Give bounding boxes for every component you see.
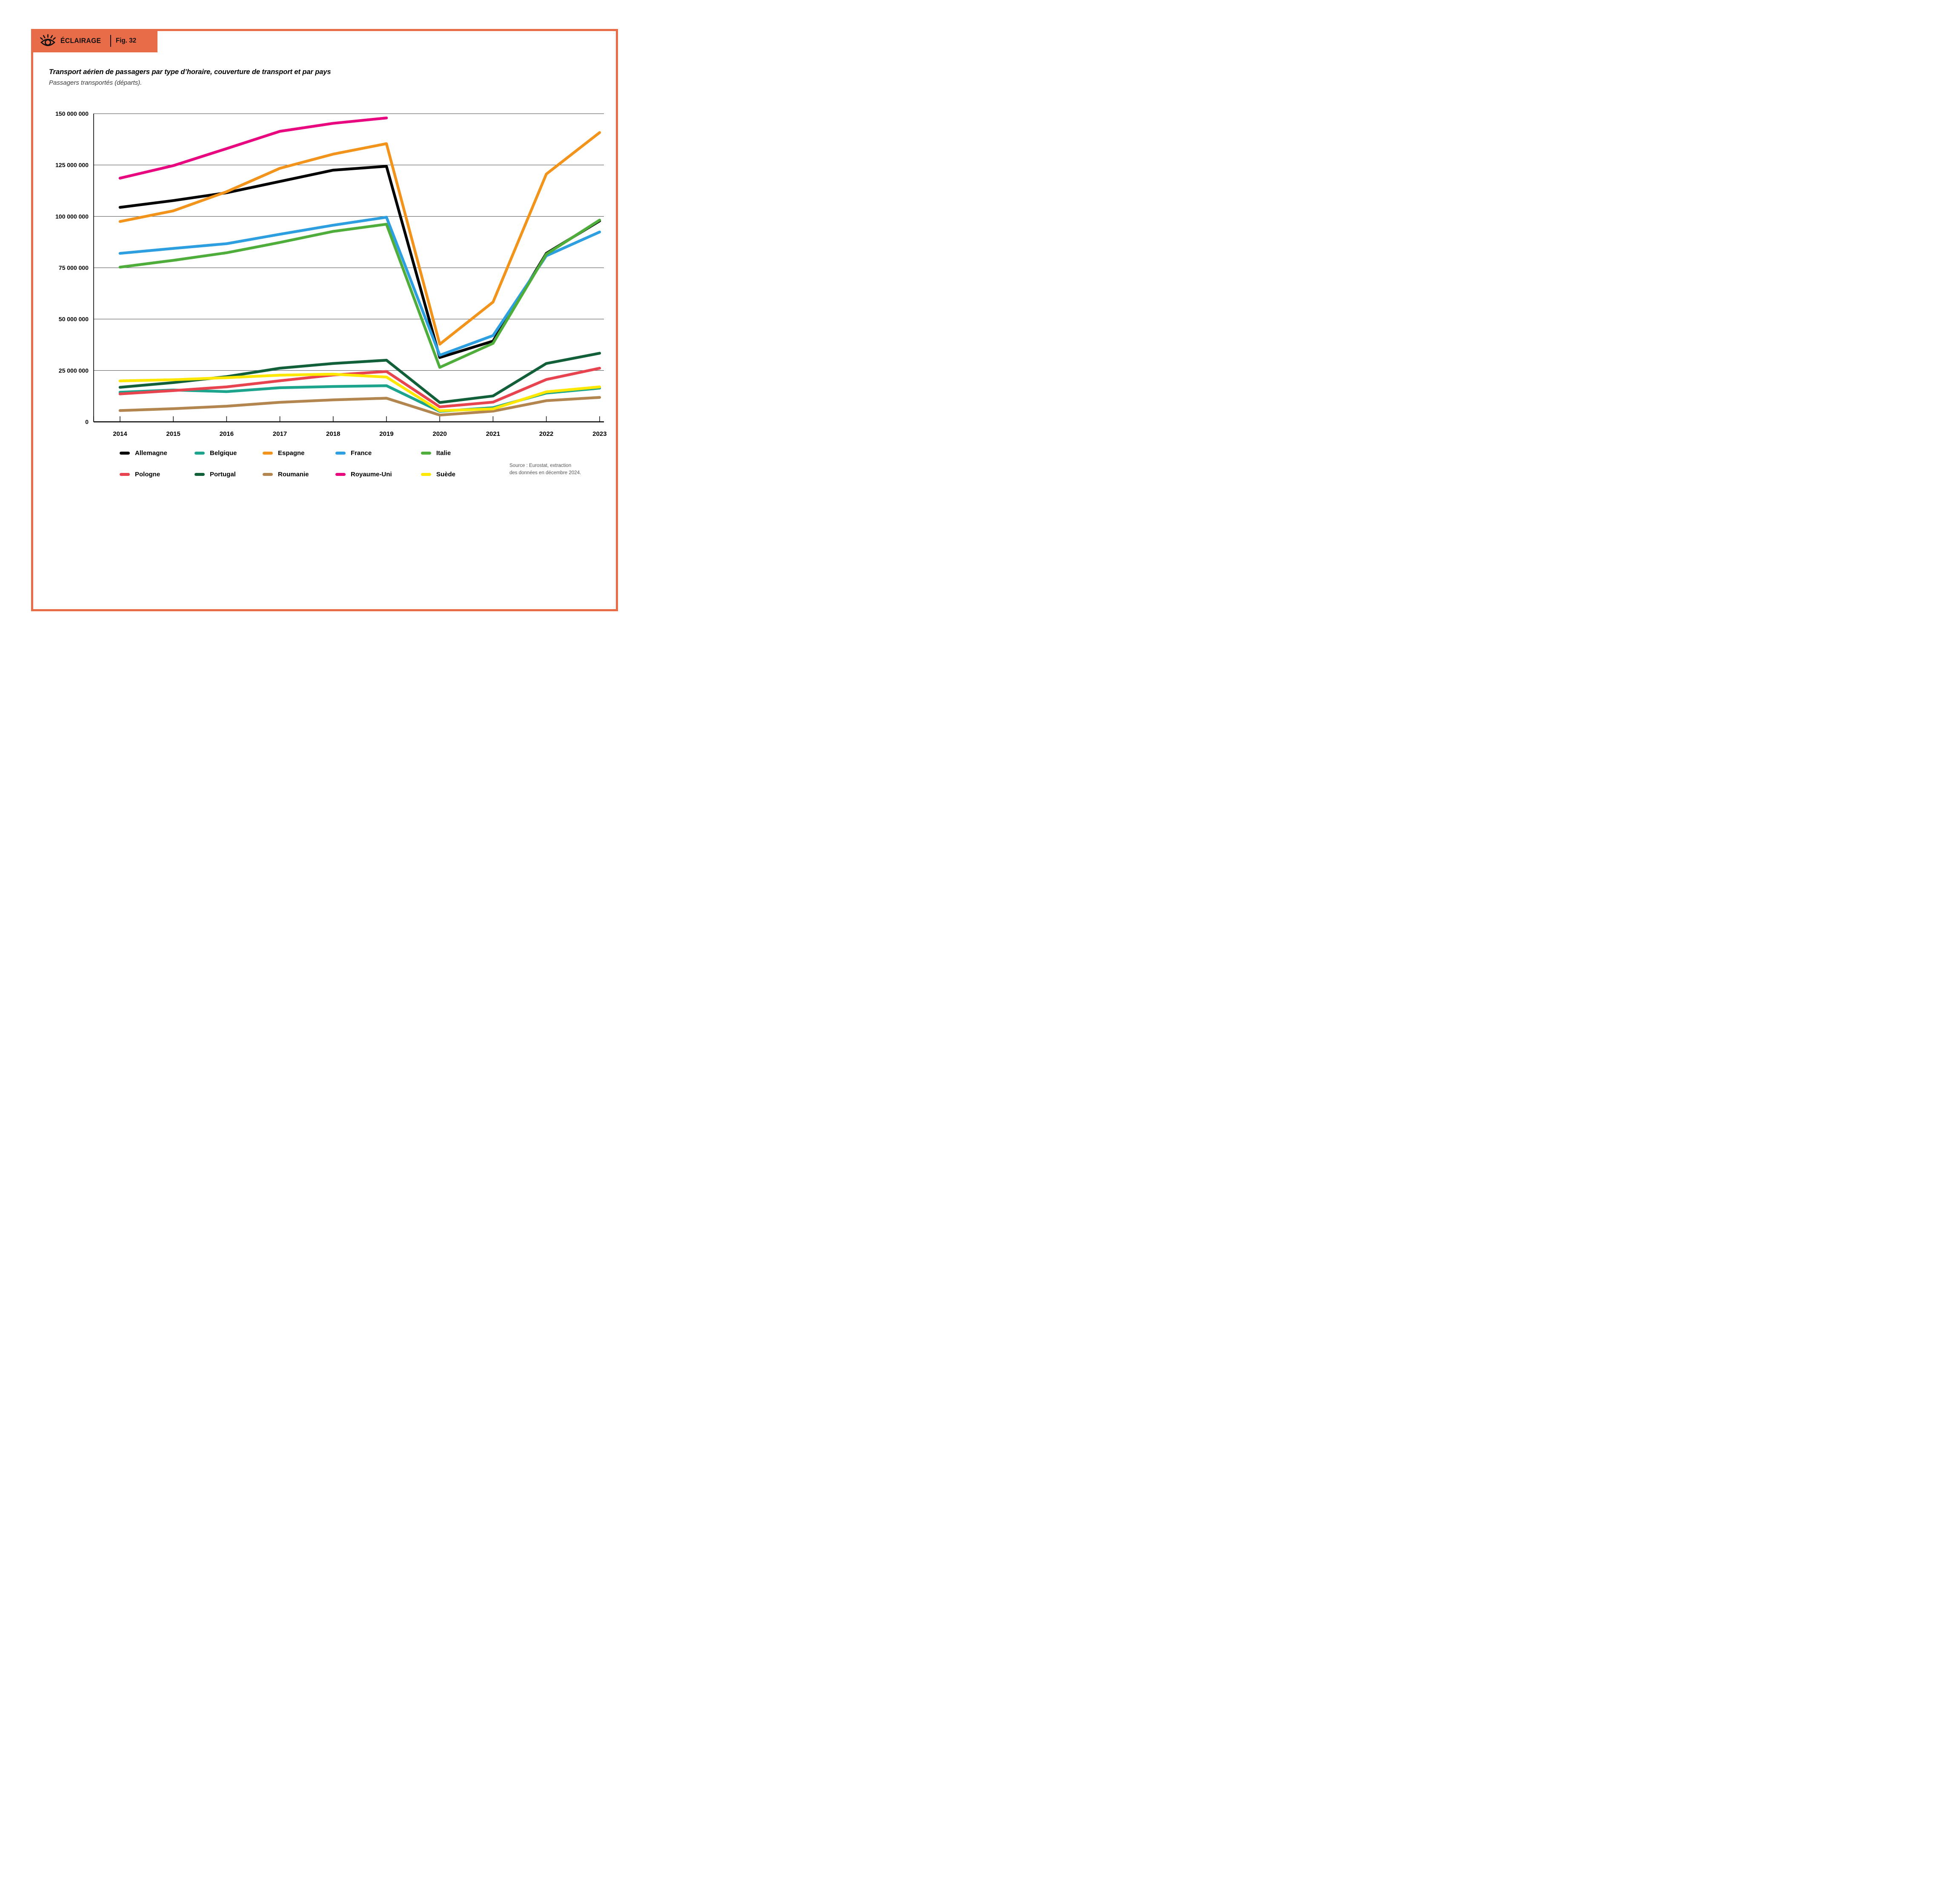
x-axis-label-2023: 2023 (592, 430, 607, 438)
source-note: Source : Eurostat, extraction des donnée… (509, 462, 607, 477)
legend-swatch-Roumanie (263, 472, 273, 476)
y-axis-label-100000000: 100 000 000 (55, 213, 89, 220)
legend-item-Pologne: Pologne (120, 469, 160, 479)
series-line-Espagne (118, 131, 601, 346)
y-axis-label-25000000: 25 000 000 (59, 367, 89, 374)
x-axis-label-2016: 2016 (220, 430, 234, 438)
legend-swatch-Italie (421, 451, 431, 455)
figure-page: ÉCLAIRAGE Fig. 32 Transport aérien de pa… (0, 0, 646, 635)
legend-item-Belgique: Belgique (195, 448, 237, 458)
source-note-line2: des données en décembre 2024. (509, 470, 581, 476)
x-axis-label-2017: 2017 (273, 430, 287, 438)
x-axis-label-2014: 2014 (113, 430, 127, 438)
legend-item-Roumanie: Roumanie (263, 469, 309, 479)
legend-swatch-Espagne (263, 451, 273, 455)
eye-icon (40, 34, 56, 46)
x-axis-label-2021: 2021 (486, 430, 500, 438)
legend-label-Belgique: Belgique (210, 449, 237, 457)
series-line-France (118, 216, 601, 357)
y-axis-label-0: 0 (85, 418, 89, 425)
series-line-Royaume-Uni (118, 116, 388, 180)
legend-label-Espagne: Espagne (278, 449, 305, 457)
legend-label-Portugal: Portugal (210, 470, 236, 478)
legend-swatch-Pologne (120, 472, 130, 476)
legend-label-Pologne: Pologne (135, 470, 160, 478)
legend-swatch-Suède (421, 472, 431, 476)
legend-item-Allemagne: Allemagne (120, 448, 167, 458)
x-axis-label-2022: 2022 (539, 430, 553, 438)
y-axis-label-150000000: 150 000 000 (55, 110, 89, 117)
legend-item-Royaume-Uni: Royaume-Uni (335, 469, 392, 479)
x-axis-label-2018: 2018 (326, 430, 340, 438)
line-chart: 0 25 000 000 50 000 000 75 000 000 100 000 0… (55, 110, 607, 438)
series-line-Italie (118, 218, 601, 369)
badge-label: ÉCLAIRAGE (60, 36, 101, 45)
legend-label-Allemagne: Allemagne (135, 449, 167, 457)
legend-item-Italie: Italie (421, 448, 451, 458)
series-line-Pologne (118, 366, 601, 409)
header-badge: ÉCLAIRAGE Fig. 32 (31, 29, 157, 52)
chart-title: Transport aérien de passagers par type d… (49, 68, 331, 76)
series-line-Allemagne (118, 165, 601, 359)
legend-label-France: France (351, 449, 372, 457)
x-axis-label-2015: 2015 (166, 430, 180, 438)
y-axis-label-50000000: 50 000 000 (59, 316, 89, 323)
legend-label-Royaume-Uni: Royaume-Uni (351, 470, 392, 478)
legend-label-Suède: Suède (436, 470, 456, 478)
x-axis-label-2019: 2019 (379, 430, 393, 438)
legend-item-Espagne: Espagne (263, 448, 305, 458)
series-line-Roumanie (118, 396, 601, 417)
x-axis-label-2020: 2020 (433, 430, 447, 438)
badge-divider (110, 34, 111, 47)
chart-legend: Allemagne Belgique Espagne France Italie Polo… (0, 448, 646, 486)
legend-label-Roumanie: Roumanie (278, 470, 309, 478)
y-axis-label-125000000: 125 000 000 (55, 162, 89, 169)
source-note-line1: Source : Eurostat, extraction (509, 463, 572, 468)
chart-subtitle: Passagers transportés (départs). (49, 79, 142, 86)
legend-item-Portugal: Portugal (195, 469, 236, 479)
figure-number: Fig. 32 (115, 37, 136, 44)
series-line-Suède (118, 372, 601, 412)
legend-swatch-France (335, 451, 346, 455)
legend-label-Italie: Italie (436, 449, 451, 457)
legend-swatch-Portugal (195, 472, 205, 476)
legend-item-France: France (335, 448, 372, 458)
legend-swatch-Royaume-Uni (335, 472, 346, 476)
legend-item-Suède: Suède (421, 469, 455, 479)
y-axis-label-75000000: 75 000 000 (59, 264, 89, 271)
legend-swatch-Belgique (195, 451, 205, 455)
legend-swatch-Allemagne (120, 451, 130, 455)
figure-frame-border (31, 29, 618, 611)
title-block: Transport aérien de passagers par type d… (49, 68, 517, 86)
